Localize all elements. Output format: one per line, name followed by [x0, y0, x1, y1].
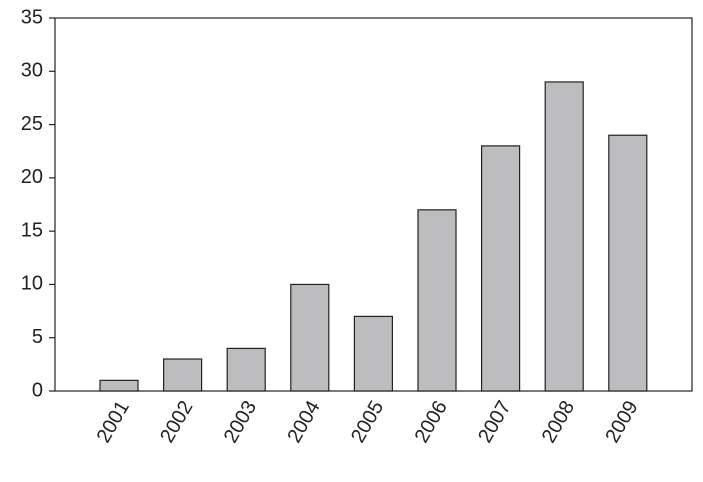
bar [290, 283, 330, 392]
y-tick-label: 20 [21, 166, 43, 188]
y-tick-label: 10 [21, 273, 43, 295]
bar [417, 209, 457, 392]
x-tick-label: 2002 [156, 397, 197, 447]
x-tick-label: 2008 [538, 397, 579, 447]
x-tick-label: 2001 [93, 397, 134, 447]
x-tick-label: 2005 [347, 397, 388, 447]
bar [544, 81, 584, 392]
bar [353, 315, 393, 392]
bar [163, 358, 203, 392]
y-tick-label: 25 [21, 113, 43, 135]
x-tick-label: 2004 [283, 397, 324, 447]
x-tick-label: 2007 [474, 397, 515, 447]
bar [481, 145, 521, 392]
x-tick-label: 2006 [411, 397, 452, 447]
y-tick-label: 35 [21, 6, 43, 28]
bar [608, 134, 648, 392]
x-tick-label: 2009 [601, 397, 642, 447]
y-tick-label: 30 [21, 60, 43, 82]
bar [99, 379, 139, 392]
y-tick-label: 15 [21, 219, 43, 241]
x-tick-label: 2003 [220, 397, 261, 447]
y-tick-label: 5 [32, 326, 43, 348]
y-tick-label: 0 [32, 379, 43, 401]
bar [226, 347, 266, 392]
